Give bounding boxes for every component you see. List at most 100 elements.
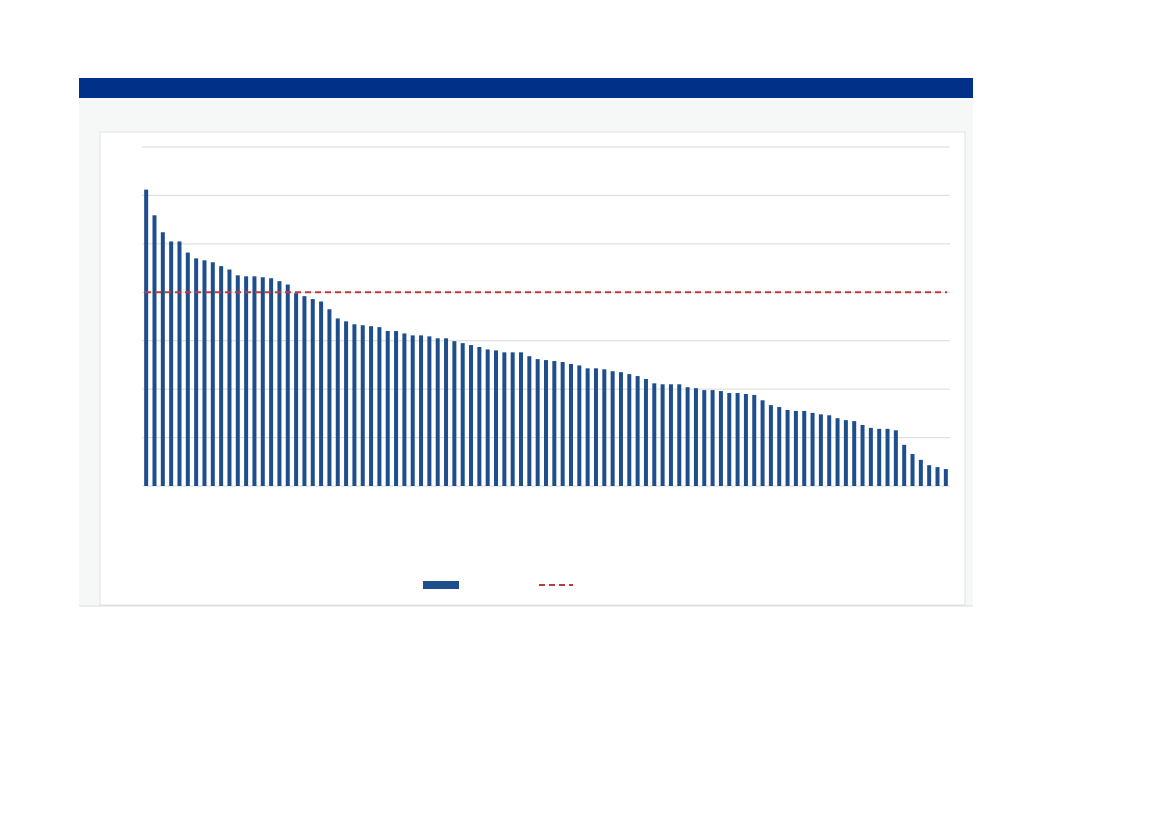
bar bbox=[643, 378, 648, 486]
bar bbox=[893, 430, 898, 486]
bar bbox=[327, 309, 332, 486]
bar bbox=[502, 352, 507, 486]
bar bbox=[693, 388, 698, 486]
bar bbox=[593, 368, 598, 486]
bar bbox=[344, 321, 349, 486]
bar bbox=[610, 371, 615, 486]
bar bbox=[460, 343, 465, 486]
bar bbox=[169, 241, 174, 486]
bar bbox=[902, 444, 907, 486]
header-bar bbox=[79, 78, 973, 98]
bar bbox=[802, 410, 807, 486]
bar bbox=[935, 467, 940, 486]
bar bbox=[227, 269, 232, 486]
bar bbox=[269, 278, 274, 486]
bar bbox=[627, 374, 632, 486]
bar bbox=[252, 276, 257, 486]
bar bbox=[335, 318, 340, 486]
bar bbox=[402, 333, 407, 486]
bar bbox=[885, 428, 890, 486]
bar bbox=[710, 390, 715, 486]
bar bbox=[760, 400, 765, 486]
bar bbox=[369, 326, 374, 486]
bar bbox=[877, 428, 882, 486]
bar bbox=[469, 345, 474, 486]
bar bbox=[485, 349, 490, 486]
bar bbox=[618, 372, 623, 486]
bar bbox=[352, 324, 357, 486]
bar bbox=[377, 327, 382, 486]
bar bbox=[419, 335, 424, 486]
bar bbox=[160, 232, 165, 486]
bar bbox=[677, 384, 682, 486]
bar bbox=[444, 338, 449, 486]
bar bbox=[260, 277, 265, 486]
bar bbox=[185, 252, 190, 486]
bar bbox=[552, 361, 557, 486]
bar bbox=[927, 465, 932, 486]
bar bbox=[727, 393, 732, 486]
bar bbox=[668, 384, 673, 486]
bar bbox=[843, 420, 848, 486]
bar bbox=[852, 421, 857, 486]
bar bbox=[310, 299, 315, 486]
bar bbox=[743, 393, 748, 486]
bar bbox=[818, 414, 823, 486]
bar bbox=[510, 352, 515, 486]
legend-swatch bbox=[423, 581, 459, 589]
bar bbox=[868, 427, 873, 486]
bar bbox=[535, 359, 540, 486]
bar bbox=[943, 469, 948, 486]
bar bbox=[718, 391, 723, 486]
bar bbox=[702, 390, 707, 486]
bar bbox=[568, 363, 573, 486]
bar bbox=[319, 301, 324, 486]
bar bbox=[735, 393, 740, 486]
bar bbox=[652, 383, 657, 486]
bar bbox=[827, 415, 832, 486]
bar bbox=[835, 418, 840, 486]
bar bbox=[385, 331, 390, 486]
bar bbox=[585, 368, 590, 486]
bar bbox=[194, 258, 199, 486]
bar bbox=[152, 215, 157, 486]
bar bbox=[785, 409, 790, 486]
bar bbox=[494, 350, 499, 486]
bar bbox=[144, 189, 149, 487]
bar bbox=[452, 341, 457, 486]
bar bbox=[235, 275, 240, 486]
bar bbox=[560, 362, 565, 486]
bar bbox=[768, 405, 773, 486]
bar bbox=[860, 424, 865, 486]
bar bbox=[810, 412, 815, 486]
bar bbox=[360, 325, 365, 486]
bar bbox=[660, 384, 665, 486]
bar bbox=[410, 335, 415, 486]
bar bbox=[285, 284, 290, 486]
bar bbox=[910, 454, 915, 486]
bar bbox=[635, 376, 640, 486]
bar bbox=[302, 296, 307, 486]
bar bbox=[752, 394, 757, 486]
bar bbox=[918, 459, 923, 486]
bar bbox=[294, 293, 299, 486]
bar bbox=[219, 266, 224, 486]
bar bbox=[544, 360, 548, 486]
bar bbox=[244, 276, 249, 486]
bar bbox=[277, 281, 282, 486]
bar bbox=[210, 262, 215, 486]
bar bbox=[394, 331, 399, 486]
bar bbox=[527, 356, 532, 486]
bar bbox=[777, 407, 782, 486]
bar bbox=[793, 410, 798, 486]
bar bbox=[577, 365, 582, 486]
bar bbox=[435, 338, 440, 486]
bar bbox=[602, 369, 607, 486]
bar bbox=[427, 336, 432, 486]
bar bbox=[477, 347, 482, 486]
bar bbox=[685, 387, 690, 486]
bar bbox=[202, 260, 207, 486]
bar bbox=[177, 241, 182, 486]
